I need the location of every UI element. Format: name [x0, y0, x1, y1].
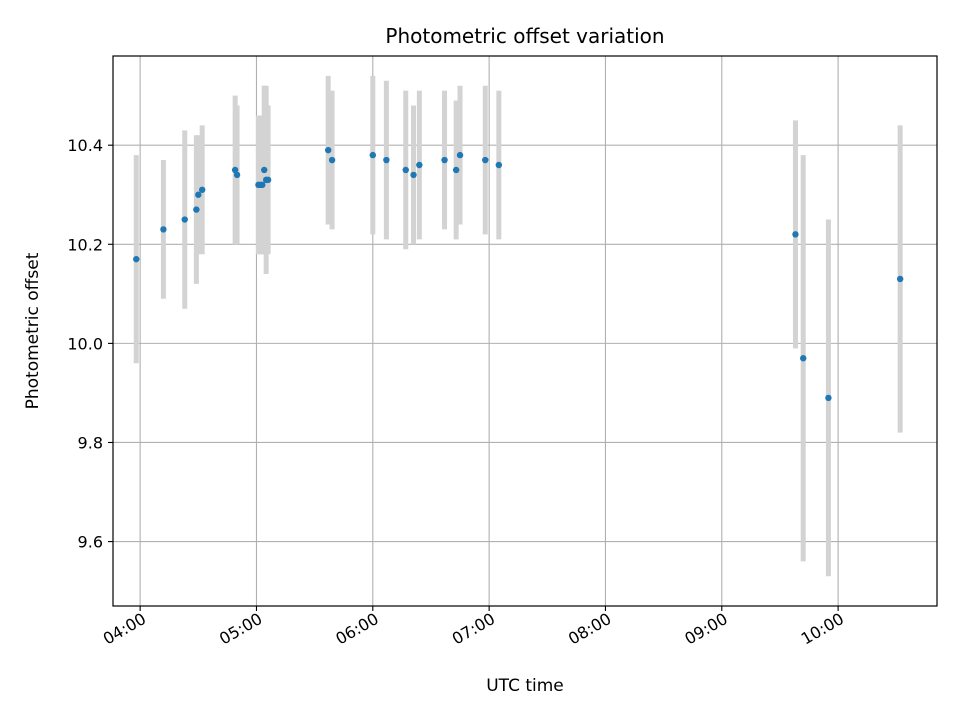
y-tick-label: 9.6: [78, 533, 103, 552]
data-point: [800, 355, 807, 362]
data-point: [325, 146, 332, 154]
data-point: [482, 156, 489, 164]
x-tick-label: 06:00: [332, 609, 381, 649]
x-axis-label: UTC time: [486, 676, 564, 696]
data-points: [133, 146, 904, 402]
y-axis-ticks: 9.6 9.8 10.0 10.2 10.4: [67, 136, 113, 552]
data-point: [160, 226, 167, 233]
data-point: [198, 186, 206, 193]
chart-title: Photometric offset variation: [385, 24, 664, 48]
data-point: [441, 156, 448, 164]
y-tick-label: 10.2: [67, 235, 103, 254]
x-tick-label: 05:00: [216, 609, 265, 649]
data-point: [452, 166, 460, 174]
error-bars: [133, 75, 903, 577]
data-point: [181, 216, 188, 223]
plot-area-frame: [112, 55, 938, 607]
y-tick-label: 10.4: [67, 136, 103, 155]
data-point: [328, 156, 336, 164]
data-point: [231, 166, 239, 174]
data-point: [259, 181, 266, 189]
y-tick-label: 10.0: [67, 334, 103, 353]
y-axis-label: Photometric offset: [23, 252, 43, 409]
x-axis-ticks: 04:00 05:00 06:00 07:00 08:00 09:00 10:00: [100, 606, 847, 649]
x-tick-label: 09:00: [681, 609, 730, 649]
data-point: [896, 275, 904, 283]
x-tick-label: 04:00: [100, 609, 149, 649]
y-tick-label: 9.8: [78, 433, 103, 452]
data-point: [416, 161, 423, 169]
data-point: [133, 255, 140, 263]
data-point: [402, 166, 409, 174]
x-tick-label: 08:00: [565, 609, 614, 649]
data-point: [195, 191, 202, 198]
x-tick-label: 07:00: [449, 609, 498, 649]
data-point: [456, 151, 464, 159]
data-point: [825, 394, 832, 402]
data-point: [410, 171, 417, 179]
data-point: [233, 171, 241, 179]
data-point: [369, 151, 377, 159]
data-point: [261, 166, 268, 174]
x-tick-label: 10:00: [798, 609, 847, 649]
data-point: [264, 176, 272, 184]
data-point: [383, 156, 390, 164]
data-point: [495, 161, 503, 169]
data-point: [193, 206, 200, 213]
data-point: [792, 231, 799, 238]
